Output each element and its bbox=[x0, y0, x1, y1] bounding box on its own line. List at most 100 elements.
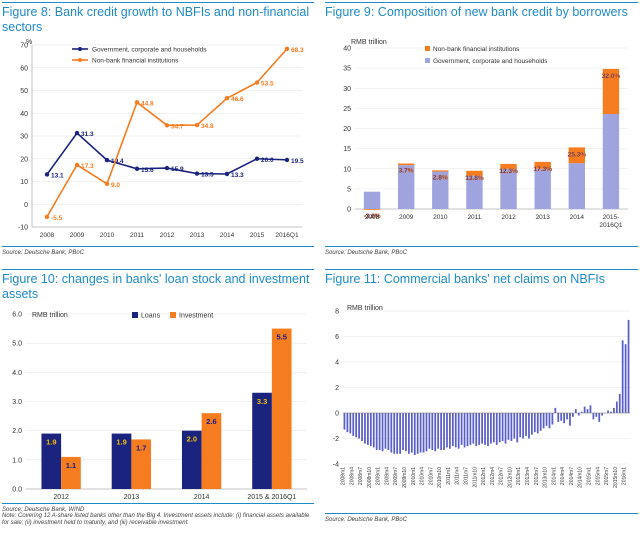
bar-month bbox=[548, 413, 551, 429]
x-tick-label: 2010m10 bbox=[437, 467, 443, 488]
share-label: -3.6% bbox=[364, 213, 381, 220]
y-tick-label: 40 bbox=[20, 111, 28, 118]
bar-month bbox=[577, 413, 580, 416]
bar-month bbox=[408, 413, 410, 454]
bar-month bbox=[569, 413, 571, 426]
bar-month bbox=[372, 413, 375, 448]
bar-month bbox=[498, 413, 501, 443]
figure-9-chart: RMB trillion 0 5 10 15 20 25 30 35 40 -3.6%2008 3.7… bbox=[343, 39, 628, 229]
bar-investment bbox=[271, 328, 292, 489]
bar-month bbox=[618, 393, 621, 413]
x-tick-label: 2014 bbox=[220, 232, 235, 239]
bar-month bbox=[557, 413, 560, 422]
bar-month bbox=[516, 413, 519, 443]
figure-9-source: Source: Deutsche Bank, PBoC bbox=[325, 246, 638, 257]
bar-month bbox=[454, 413, 457, 448]
bar-month bbox=[346, 413, 349, 433]
x-tick-label: 2014m7 bbox=[569, 467, 575, 485]
x-tick-label: 2015m7 bbox=[604, 467, 610, 485]
data-label: 2.6 bbox=[206, 417, 216, 426]
x-tick-label: 2012 bbox=[53, 494, 69, 501]
bar-month bbox=[475, 413, 478, 447]
bar-month bbox=[539, 413, 542, 431]
bar-month bbox=[369, 413, 372, 447]
bar-government bbox=[500, 168, 517, 209]
bar-month bbox=[627, 319, 630, 413]
data-point bbox=[134, 100, 140, 105]
x-tick-label: 2013m4 bbox=[525, 467, 531, 485]
bar-month bbox=[419, 413, 422, 453]
data-label: 1.7 bbox=[136, 443, 146, 452]
data-label: 3.3 bbox=[257, 397, 267, 406]
x-tick-label: 2015m4 bbox=[595, 467, 601, 485]
y-tick-label: 70 bbox=[20, 43, 28, 50]
x-tick-label: 2009 bbox=[70, 232, 85, 239]
x-tick-label: 2009m1 bbox=[376, 467, 382, 485]
x-tick-label: 2013m1 bbox=[516, 467, 522, 485]
x-tick-label: 2014 bbox=[570, 214, 585, 221]
x-tick-label: 2008m7 bbox=[358, 467, 364, 485]
bar-month bbox=[434, 413, 437, 452]
x-tick-label: 2013 bbox=[124, 494, 140, 501]
bar-month bbox=[425, 413, 428, 452]
legend-marker bbox=[78, 58, 82, 62]
bar-month bbox=[501, 413, 504, 442]
y-tick-label: 8 bbox=[335, 309, 339, 316]
data-label: 1.9 bbox=[46, 438, 56, 447]
data-point bbox=[224, 171, 230, 177]
bar-month bbox=[384, 413, 387, 449]
figure-10-source: Source: Deutsche Bank, WIND bbox=[2, 503, 314, 514]
x-tick-label: 2009m7 bbox=[393, 467, 399, 485]
y-tick-label: -2 bbox=[333, 436, 339, 443]
y-axis-unit: RMB trillion bbox=[32, 312, 68, 319]
y-tick-label: 10 bbox=[20, 179, 28, 186]
data-point bbox=[44, 214, 50, 219]
x-tick-label: 2011m7 bbox=[463, 467, 469, 485]
figure-8-chart: % -10 0 10 20 30 40 50 60 70 2008 2009 2010 2011 2012 2… bbox=[18, 39, 304, 239]
figure-11-source: Source: Deutsche Bank, PBoC bbox=[325, 513, 638, 524]
bar-month bbox=[525, 413, 527, 436]
bar-month bbox=[533, 413, 536, 433]
bar-month bbox=[396, 413, 399, 454]
legend-swatch bbox=[425, 58, 430, 63]
y-tick-label: 50 bbox=[20, 88, 28, 95]
data-point bbox=[194, 122, 200, 128]
bar-month bbox=[469, 413, 472, 445]
bar-nbfi bbox=[568, 147, 586, 164]
bar-month bbox=[490, 413, 492, 444]
bar-loans bbox=[41, 433, 62, 489]
bar-loans bbox=[181, 430, 202, 489]
x-tick-label: 2014m4 bbox=[560, 467, 566, 485]
x-tick-label: 2012 bbox=[501, 214, 516, 221]
bar-month bbox=[583, 406, 586, 413]
bar-month bbox=[422, 413, 425, 453]
data-point bbox=[104, 157, 110, 163]
share-label: 32.0% bbox=[602, 73, 621, 80]
x-tick-label: 2010 bbox=[433, 214, 448, 221]
bar-month bbox=[466, 413, 469, 447]
bar-month bbox=[551, 413, 554, 425]
bar-month bbox=[536, 413, 539, 434]
figure-10-panel: Figure 10: changes in banks' loan stock … bbox=[2, 269, 314, 533]
data-point bbox=[284, 157, 290, 163]
data-label: 1.9 bbox=[116, 438, 126, 447]
data-point bbox=[104, 181, 110, 186]
legend-swatch bbox=[170, 312, 176, 318]
x-tick-label: 2012m7 bbox=[499, 467, 505, 485]
y-tick-label: 35 bbox=[343, 66, 351, 73]
figure-11-title: Figure 11: Commercial banks' net claims … bbox=[325, 269, 638, 287]
y-tick-label: 60 bbox=[20, 65, 28, 72]
legend-label: Non-bank financial institutions bbox=[92, 58, 179, 65]
data-point bbox=[74, 130, 80, 136]
bar-month bbox=[375, 413, 378, 450]
y-tick-label: 0 bbox=[335, 411, 339, 418]
bar-month bbox=[428, 413, 431, 449]
y-tick-label: 6 bbox=[335, 334, 339, 341]
bar-month bbox=[504, 413, 507, 444]
data-label: 15.6 bbox=[141, 167, 154, 174]
bar-month bbox=[413, 413, 416, 456]
share-label: 13.8% bbox=[465, 175, 484, 182]
figure-10-note: Note: Covering 12 A-share listed banks o… bbox=[2, 513, 310, 526]
x-tick-label: 2013 bbox=[535, 214, 550, 221]
x-tick-label: 2011 bbox=[467, 214, 481, 221]
